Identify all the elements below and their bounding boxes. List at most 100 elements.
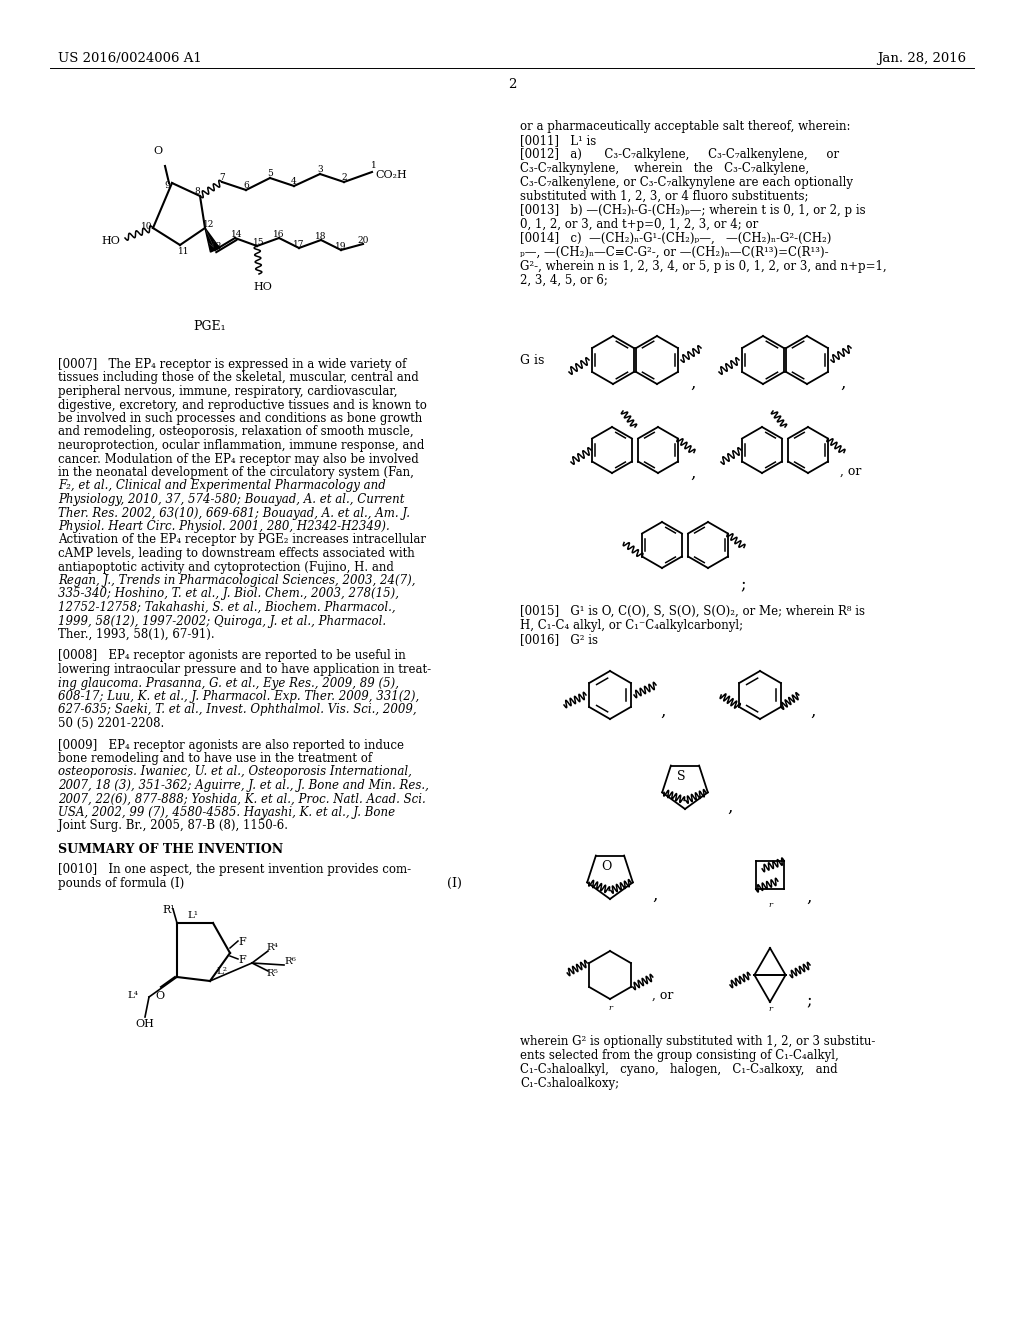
- Text: HO: HO: [101, 236, 120, 246]
- Text: substituted with 1, 2, 3, or 4 fluoro substituents;: substituted with 1, 2, 3, or 4 fluoro su…: [520, 190, 809, 203]
- Text: [0009]   EP₄ receptor agonists are also reported to induce: [0009] EP₄ receptor agonists are also re…: [58, 738, 404, 751]
- Text: [0016]   G² is: [0016] G² is: [520, 634, 598, 645]
- Text: digestive, excretory, and reproductive tissues and is known to: digestive, excretory, and reproductive t…: [58, 399, 427, 412]
- Text: H, C₁-C₄ alkyl, or C₁⁻C₄alkylcarbonyl;: H, C₁-C₄ alkyl, or C₁⁻C₄alkylcarbonyl;: [520, 619, 743, 632]
- Text: 627-635; Saeki, T. et al., ​Invest. Ophthalmol. Vis. Sci.,​ 2009,: 627-635; Saeki, T. et al., ​Invest. Opht…: [58, 704, 417, 717]
- Text: 3: 3: [317, 165, 323, 174]
- Text: HO: HO: [253, 282, 272, 292]
- Text: 8: 8: [195, 187, 200, 195]
- Text: [0015]   G¹ is O, C(O), S, S(O), S(O)₂, or Me; wherein R⁸ is: [0015] G¹ is O, C(O), S, S(O), S(O)₂, or…: [520, 605, 865, 618]
- Text: ,: ,: [660, 704, 666, 719]
- Text: L¹: L¹: [187, 911, 199, 920]
- Text: C₃-C₇alkynylene,    wherein   the   C₃-C₇alkylene,: C₃-C₇alkynylene, wherein the C₃-C₇alkyle…: [520, 162, 809, 176]
- Text: ,: ,: [810, 704, 815, 719]
- Text: be involved in such processes and conditions as bone growth: be involved in such processes and condit…: [58, 412, 422, 425]
- Text: 0, 1, 2, or 3, and t+p=0, 1, 2, 3, or 4; or: 0, 1, 2, or 3, and t+p=0, 1, 2, 3, or 4;…: [520, 218, 758, 231]
- Text: O: O: [154, 147, 163, 156]
- Text: 12752-12758; Takahashi, S. et al., ​Biochem. Pharmacol.,: 12752-12758; Takahashi, S. et al., ​Bioc…: [58, 601, 395, 614]
- Text: [0014]   c)  —(CH₂)ₙ-G¹-(CH₂)ₚ—,   —(CH₂)ₙ-G²-(CH₂): [0014] c) —(CH₂)ₙ-G¹-(CH₂)ₚ—, —(CH₂)ₙ-G²…: [520, 232, 831, 246]
- Text: Physiol. Heart Circ. Physiol.​ 2001, 280, H2342-H2349).: Physiol. Heart Circ. Physiol.​ 2001, 280…: [58, 520, 390, 533]
- Text: ₚ—, —(CH₂)ₙ—C≡C-G²-, or —(CH₂)ₙ—C(R¹³)=C(R¹³)-: ₚ—, —(CH₂)ₙ—C≡C-G²-, or —(CH₂)ₙ—C(R¹³)=C…: [520, 246, 828, 259]
- Text: or a pharmaceutically acceptable salt thereof, wherein:: or a pharmaceutically acceptable salt th…: [520, 120, 851, 133]
- Text: Activation of the EP₄ receptor by PGE₂ increases intracellular: Activation of the EP₄ receptor by PGE₂ i…: [58, 533, 426, 546]
- Text: 608-17; Luu, K. et al., ​J. Pharmacol. Exp. Ther.​ 2009, 331(2),: 608-17; Luu, K. et al., ​J. Pharmacol. E…: [58, 690, 419, 704]
- Text: 335-340; Hoshino, T. et al., ​J. Biol. Chem.,​ 2003, 278(15),: 335-340; Hoshino, T. et al., ​J. Biol. C…: [58, 587, 399, 601]
- Text: R⁴: R⁴: [266, 942, 278, 952]
- Text: Physiology,​ 2010, 37, 574-580; Bouayad, A. et al., ​Current: Physiology,​ 2010, 37, 574-580; Bouayad,…: [58, 492, 404, 506]
- Text: 2007, 22(6), 877-888; Yoshida, K. et al., ​Proc. Natl. Acad. Sci.: 2007, 22(6), 877-888; Yoshida, K. et al.…: [58, 792, 426, 805]
- Text: S: S: [677, 770, 685, 783]
- Text: r: r: [768, 1005, 772, 1012]
- Text: ,: ,: [840, 375, 846, 392]
- Text: (I): (I): [447, 876, 462, 890]
- Text: [0010]   In one aspect, the present invention provides com-: [0010] In one aspect, the present invent…: [58, 863, 411, 876]
- Text: 16: 16: [273, 230, 285, 239]
- Text: US 2016/0024006 A1: US 2016/0024006 A1: [58, 51, 202, 65]
- Text: 15: 15: [253, 238, 265, 247]
- Text: peripheral nervous, immune, respiratory, cardiovascular,: peripheral nervous, immune, respiratory,…: [58, 385, 397, 399]
- Text: C₁-C₃haloalkyl,   cyano,   halogen,   C₁-C₃alkoxy,   and: C₁-C₃haloalkyl, cyano, halogen, C₁-C₃alk…: [520, 1063, 838, 1076]
- Text: 2, 3, 4, 5, or 6;: 2, 3, 4, 5, or 6;: [520, 275, 608, 286]
- Text: [0013]   b) —(CH₂)ₜ-G-(CH₂)ₚ—; wherein t is 0, 1, or 2, p is: [0013] b) —(CH₂)ₜ-G-(CH₂)ₚ—; wherein t i…: [520, 205, 865, 216]
- Text: 1999, 58(12), 1997-2002; Quiroga, J. et al., ​Pharmacol.: 1999, 58(12), 1997-2002; Quiroga, J. et …: [58, 615, 386, 627]
- Text: CO₂H: CO₂H: [375, 170, 407, 180]
- Text: Ther.,​ 1993, 58(1), 67-91).: Ther.,​ 1993, 58(1), 67-91).: [58, 628, 215, 642]
- Text: G is: G is: [520, 354, 545, 367]
- Text: 4: 4: [291, 177, 297, 186]
- Text: L⁴: L⁴: [127, 991, 138, 1001]
- Text: r: r: [768, 902, 772, 909]
- Text: 2007, 18 (3), 351-362; Aguirre, J. et al., ​J. Bone and Min. Res.,: 2007, 18 (3), 351-362; Aguirre, J. et al…: [58, 779, 429, 792]
- Text: 2: 2: [508, 78, 516, 91]
- Text: [0007]   The EP₄ receptor is expressed in a wide variety of: [0007] The EP₄ receptor is expressed in …: [58, 358, 407, 371]
- Text: ,: ,: [727, 799, 732, 816]
- Text: 19: 19: [335, 242, 347, 251]
- Text: lowering intraocular pressure and to have application in treat-: lowering intraocular pressure and to hav…: [58, 663, 431, 676]
- Text: neuroprotection, ocular inflammation, immune response, and: neuroprotection, ocular inflammation, im…: [58, 440, 424, 451]
- Text: [0011]   L¹ is: [0011] L¹ is: [520, 135, 596, 147]
- Text: in the neonatal development of the circulatory system (Fan,: in the neonatal development of the circu…: [58, 466, 414, 479]
- Text: ,: ,: [690, 375, 695, 392]
- Text: 17: 17: [293, 240, 305, 249]
- Text: wherein G² is optionally substituted with 1, 2, or 3 substitu-: wherein G² is optionally substituted wit…: [520, 1035, 876, 1048]
- Text: 10: 10: [141, 222, 153, 231]
- Text: pounds of formula (I): pounds of formula (I): [58, 876, 184, 890]
- Text: 5: 5: [267, 169, 273, 178]
- Text: G²-, wherein n is 1, 2, 3, 4, or 5, p is 0, 1, 2, or 3, and n+p=1,: G²-, wherein n is 1, 2, 3, 4, or 5, p is…: [520, 260, 887, 273]
- Text: 2: 2: [341, 173, 347, 182]
- Text: ing glaucoma. Prasanna, G. et al., ​Eye Res.,​ 2009, 89 (5),: ing glaucoma. Prasanna, G. et al., ​Eye …: [58, 676, 399, 689]
- Text: ,: ,: [806, 888, 811, 906]
- Text: osteoporosis. Iwaniec, U. et al., ​Osteoporosis International,: osteoporosis. Iwaniec, U. et al., ​Osteo…: [58, 766, 412, 779]
- Text: 18: 18: [315, 232, 327, 242]
- Text: F: F: [238, 937, 246, 946]
- Text: 11: 11: [178, 247, 189, 256]
- Text: , or: , or: [652, 989, 674, 1002]
- Text: 12: 12: [204, 220, 215, 228]
- Text: C₃-C₇alkenylene, or C₃-C₇alkynylene are each optionally: C₃-C₇alkenylene, or C₃-C₇alkynylene are …: [520, 176, 853, 189]
- Text: bone remodeling and to have use in the treatment of: bone remodeling and to have use in the t…: [58, 752, 372, 766]
- Text: USA,​ 2002, 99 (7), 4580-4585. Hayashi, K. et al., ​J. Bone: USA,​ 2002, 99 (7), 4580-4585. Hayashi, …: [58, 807, 395, 818]
- Text: Joint Surg. Br.,​ 2005, 87-B (8), 1150-6.: Joint Surg. Br.,​ 2005, 87-B (8), 1150-6…: [58, 820, 288, 833]
- Text: Jan. 28, 2016: Jan. 28, 2016: [877, 51, 966, 65]
- Text: 14: 14: [231, 230, 243, 239]
- Text: ents selected from the group consisting of C₁-C₄alkyl,: ents selected from the group consisting …: [520, 1049, 839, 1063]
- Text: [0012]   a)      C₃-C₇alkylene,     C₃-C₇alkenylene,     or: [0012] a) C₃-C₇alkylene, C₃-C₇alkenylene…: [520, 148, 839, 161]
- Polygon shape: [205, 228, 219, 252]
- Text: F₂, et al., ​Clinical and Experimental Pharmacology and: F₂, et al., ​Clinical and Experimental P…: [58, 479, 386, 492]
- Text: [0008]   EP₄ receptor agonists are reported to be useful in: [0008] EP₄ receptor agonists are reporte…: [58, 649, 406, 663]
- Text: OH: OH: [135, 1019, 154, 1030]
- Text: L²: L²: [216, 968, 227, 975]
- Text: 1: 1: [371, 161, 377, 170]
- Text: O: O: [155, 991, 164, 1001]
- Text: C₁-C₃haloalkoxy;: C₁-C₃haloalkoxy;: [520, 1077, 620, 1090]
- Text: and remodeling, osteoporosis, relaxation of smooth muscle,: and remodeling, osteoporosis, relaxation…: [58, 425, 414, 438]
- Text: SUMMARY OF THE INVENTION: SUMMARY OF THE INVENTION: [58, 843, 283, 855]
- Text: R¹: R¹: [163, 906, 175, 915]
- Text: cAMP levels, leading to downstream effects associated with: cAMP levels, leading to downstream effec…: [58, 546, 415, 560]
- Text: cancer. Modulation of the EP₄ receptor may also be involved: cancer. Modulation of the EP₄ receptor m…: [58, 453, 419, 466]
- Text: R⁵: R⁵: [266, 969, 278, 978]
- Text: 6: 6: [243, 181, 249, 190]
- Text: , or: , or: [840, 465, 861, 478]
- Text: 13: 13: [211, 242, 222, 251]
- Text: 50 (5) 2201-2208.: 50 (5) 2201-2208.: [58, 717, 164, 730]
- Text: ;: ;: [806, 991, 811, 1008]
